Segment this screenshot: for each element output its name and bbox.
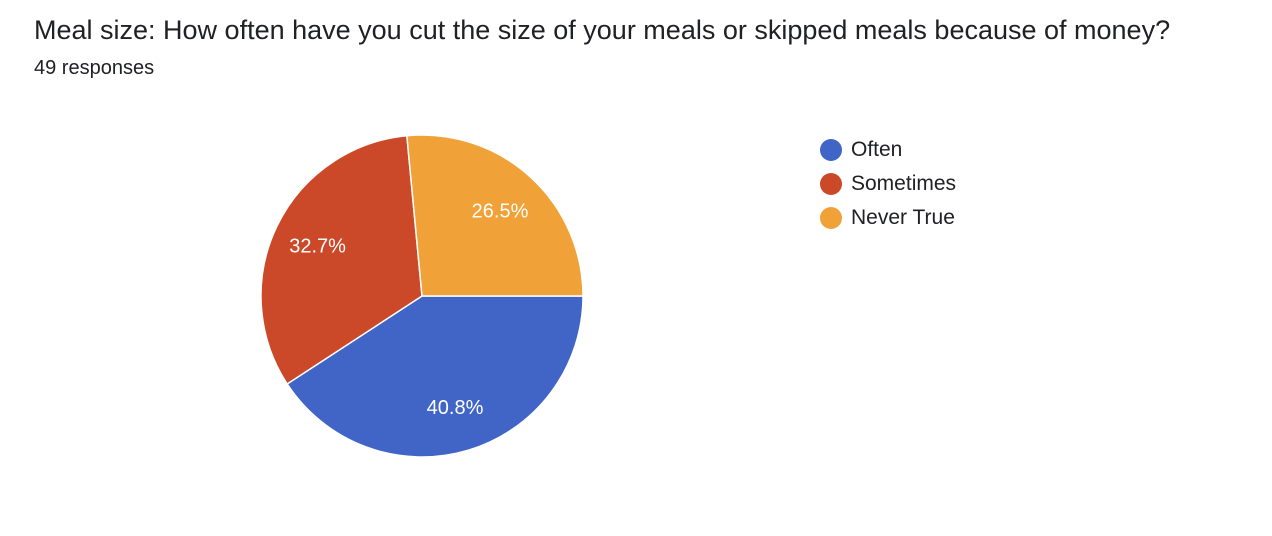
legend-item-often: Often: [820, 133, 956, 167]
slice-label-never-true: 26.5%: [472, 200, 529, 222]
pie-slice-never-true: [406, 134, 584, 297]
legend-label: Sometimes: [851, 172, 957, 195]
legend-item-sometimes: Sometimes: [820, 167, 956, 201]
response-count: 49 responses: [34, 57, 155, 79]
legend-swatch: [820, 207, 842, 229]
legend-label: Often: [851, 138, 903, 161]
slice-label-sometimes: 32.7%: [289, 236, 346, 258]
legend-label: Never True: [851, 206, 955, 229]
chart-title: Meal size: How often have you cut the si…: [34, 15, 1171, 45]
pie-slice-sometimes: [260, 134, 423, 386]
legend-swatch: [820, 139, 842, 161]
legend-swatch: [820, 173, 842, 195]
legend-item-never-true: Never True: [820, 201, 956, 235]
chart-legend: Often Sometimes Never True: [820, 133, 956, 235]
slice-label-often: 40.8%: [427, 397, 484, 419]
